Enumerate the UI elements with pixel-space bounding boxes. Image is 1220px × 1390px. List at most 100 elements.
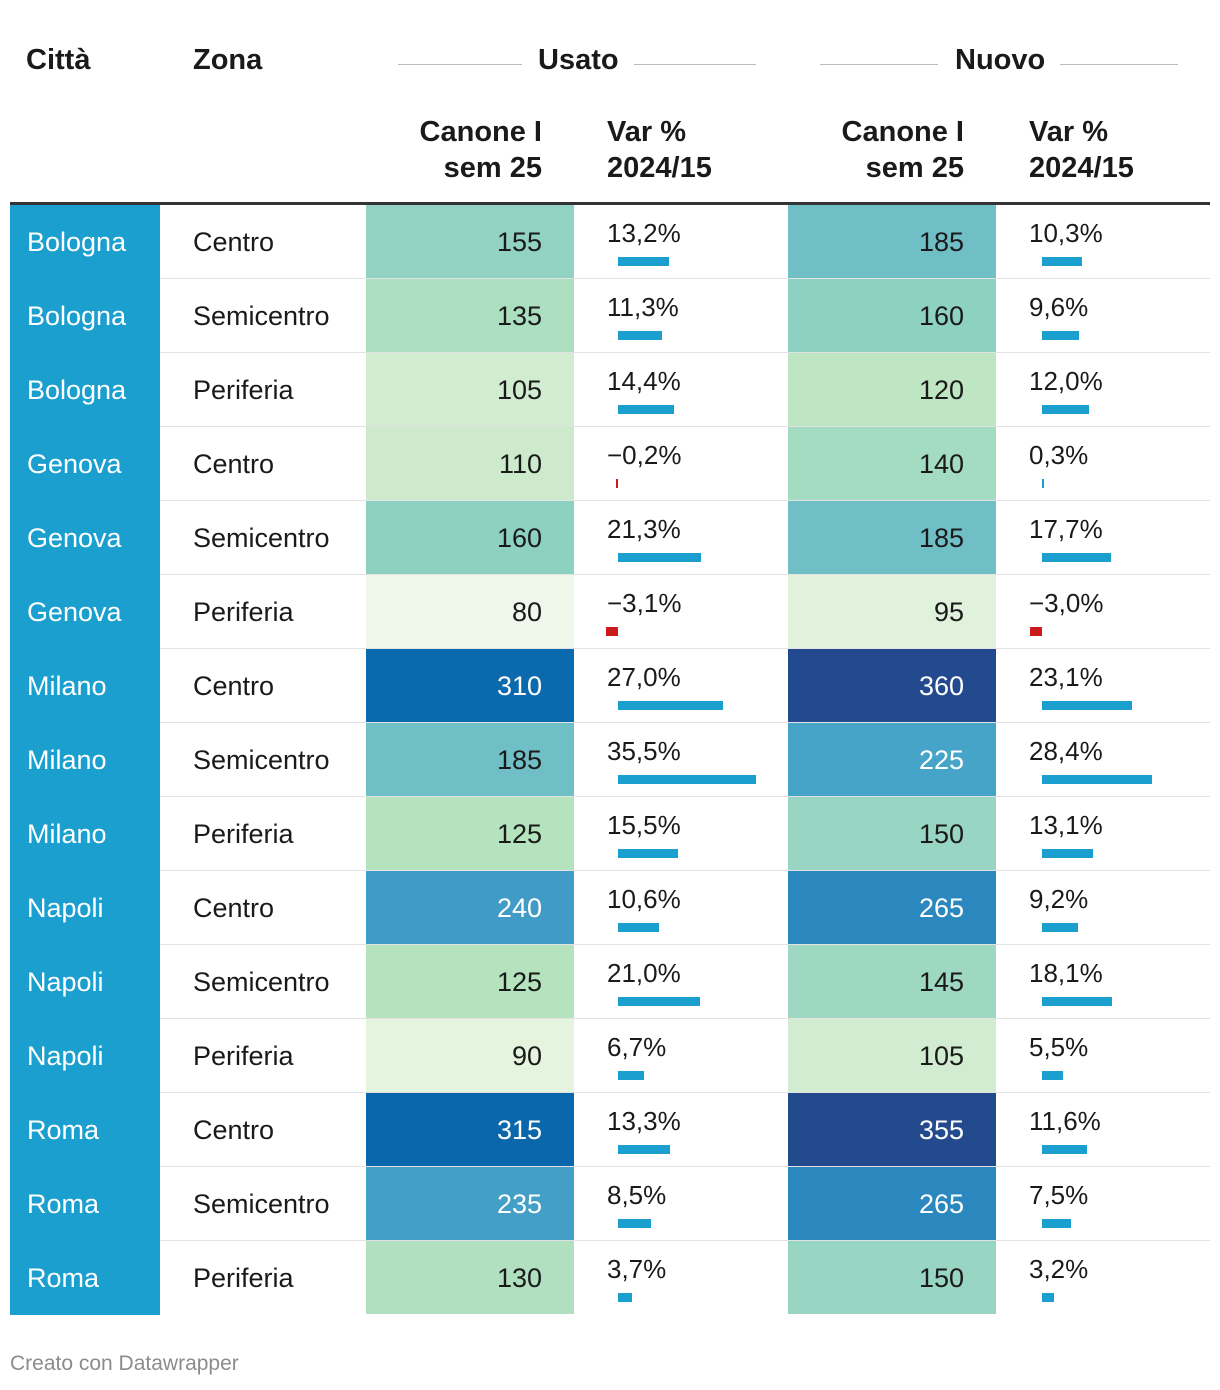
- new-var-bar: [1042, 1219, 1072, 1228]
- new-var-label: 13,1%: [1029, 810, 1103, 840]
- used-var-label: 6,7%: [607, 1032, 667, 1062]
- row-separator: [160, 796, 1210, 797]
- used-rent-cell: 160: [366, 501, 574, 574]
- row-separator: [160, 352, 1210, 353]
- new-rent-cell: 95: [788, 575, 996, 648]
- row-separator: [160, 278, 1210, 279]
- new-rent-cell: 355: [788, 1093, 996, 1166]
- column-header-zone: Zona: [193, 44, 263, 76]
- table-row: Roma Centro 315 13,3% 355 11,6%: [0, 1093, 1220, 1167]
- table-row: Napoli Semicentro 125 21,0% 145 18,1%: [0, 945, 1220, 1019]
- new-rent-cell: 150: [788, 1241, 996, 1314]
- city-cell: Napoli: [10, 945, 160, 1019]
- new-var-bar: [1042, 923, 1078, 932]
- new-var-bar: [1042, 1145, 1088, 1154]
- used-rent-cell: 130: [366, 1241, 574, 1314]
- header-rule: [10, 202, 1210, 205]
- city-cell: Napoli: [10, 1019, 160, 1093]
- used-var-bar: [618, 257, 670, 266]
- column-header-used-var: Var % 2024/15: [607, 114, 712, 186]
- new-rent-cell: 140: [788, 427, 996, 500]
- group-header-new: Nuovo: [955, 44, 1046, 76]
- used-var-label: 13,3%: [607, 1106, 681, 1136]
- new-rent-cell: 150: [788, 797, 996, 870]
- used-rent-cell: 240: [366, 871, 574, 944]
- used-rent-cell: 310: [366, 649, 574, 722]
- used-var-label: 14,4%: [607, 366, 681, 396]
- table-row: Bologna Periferia 105 14,4% 120 12,0%: [0, 353, 1220, 427]
- city-cell: Genova: [10, 575, 160, 649]
- new-rent-cell: 160: [788, 279, 996, 352]
- header-line: Var %: [1029, 116, 1108, 148]
- header-line: Var %: [607, 116, 686, 148]
- used-var-bar: [618, 1219, 651, 1228]
- row-separator: [160, 870, 1210, 871]
- header-line: Canone I: [841, 116, 964, 148]
- used-rent-cell: 125: [366, 945, 574, 1018]
- table-row: Genova Periferia 80 −3,1% 95 −3,0%: [0, 575, 1220, 649]
- row-separator: [160, 574, 1210, 575]
- new-var-label: 12,0%: [1029, 366, 1103, 396]
- zone-cell: Periferia: [193, 1041, 294, 1071]
- group-divider-left: [820, 64, 938, 65]
- table-row: Roma Semicentro 235 8,5% 265 7,5%: [0, 1167, 1220, 1241]
- used-var-bar: [618, 553, 701, 562]
- new-var-bar: [1042, 849, 1093, 858]
- city-cell: Milano: [10, 649, 160, 723]
- used-var-bar: [618, 405, 674, 414]
- used-var-bar: [618, 331, 662, 340]
- zone-cell: Semicentro: [193, 967, 330, 997]
- table-row: Bologna Centro 155 13,2% 185 10,3%: [0, 205, 1220, 279]
- new-var-bar: [1042, 1293, 1055, 1302]
- zone-cell: Periferia: [193, 375, 294, 405]
- zone-cell: Centro: [193, 893, 275, 923]
- zone-cell: Periferia: [193, 597, 294, 627]
- city-cell: Napoli: [10, 871, 160, 945]
- new-rent-cell: 185: [788, 501, 996, 574]
- group-header-used: Usato: [538, 44, 619, 76]
- zone-cell: Semicentro: [193, 1189, 330, 1219]
- new-rent-cell: 265: [788, 1167, 996, 1240]
- new-var-label: −3,0%: [1029, 588, 1104, 618]
- used-rent-cell: 80: [366, 575, 574, 648]
- header-line: 2024/15: [1029, 152, 1134, 184]
- used-rent-cell: 125: [366, 797, 574, 870]
- used-var-bar: [618, 1293, 633, 1302]
- zone-cell: Centro: [193, 671, 275, 701]
- used-var-label: 3,7%: [607, 1254, 667, 1284]
- used-var-bar: [618, 997, 700, 1006]
- header-line: sem 25: [443, 152, 542, 184]
- row-separator: [160, 1092, 1210, 1093]
- city-cell: Milano: [10, 723, 160, 797]
- zone-cell: Centro: [193, 449, 275, 479]
- used-rent-cell: 315: [366, 1093, 574, 1166]
- new-var-bar: [1042, 553, 1111, 562]
- table-row: Milano Centro 310 27,0% 360 23,1%: [0, 649, 1220, 723]
- new-var-label: 11,6%: [1029, 1106, 1101, 1136]
- zone-cell: Periferia: [193, 819, 294, 849]
- new-var-bar: [1042, 405, 1089, 414]
- new-var-label: 9,2%: [1029, 884, 1089, 914]
- new-var-label: 0,3%: [1029, 440, 1089, 470]
- new-var-bar: [1042, 997, 1113, 1006]
- city-cell: Bologna: [10, 353, 160, 427]
- used-rent-cell: 135: [366, 279, 574, 352]
- footer-credit: Creato con Datawrapper: [10, 1352, 239, 1375]
- used-var-label: 13,2%: [607, 218, 681, 248]
- new-rent-cell: 145: [788, 945, 996, 1018]
- row-separator: [160, 944, 1210, 945]
- new-var-label: 7,5%: [1029, 1180, 1089, 1210]
- zone-cell: Semicentro: [193, 745, 330, 775]
- column-header-new-rent: Canone I sem 25: [788, 114, 964, 186]
- header-line: Canone I: [419, 116, 542, 148]
- group-divider-right: [634, 64, 756, 65]
- city-cell: Bologna: [10, 205, 160, 279]
- city-cell: Roma: [10, 1093, 160, 1167]
- used-var-bar: [618, 775, 756, 784]
- city-cell: Bologna: [10, 279, 160, 353]
- used-var-bar: [618, 1071, 644, 1080]
- new-var-bar: [1042, 701, 1132, 710]
- city-cell: Genova: [10, 501, 160, 575]
- zone-cell: Semicentro: [193, 301, 330, 331]
- used-rent-cell: 110: [366, 427, 574, 500]
